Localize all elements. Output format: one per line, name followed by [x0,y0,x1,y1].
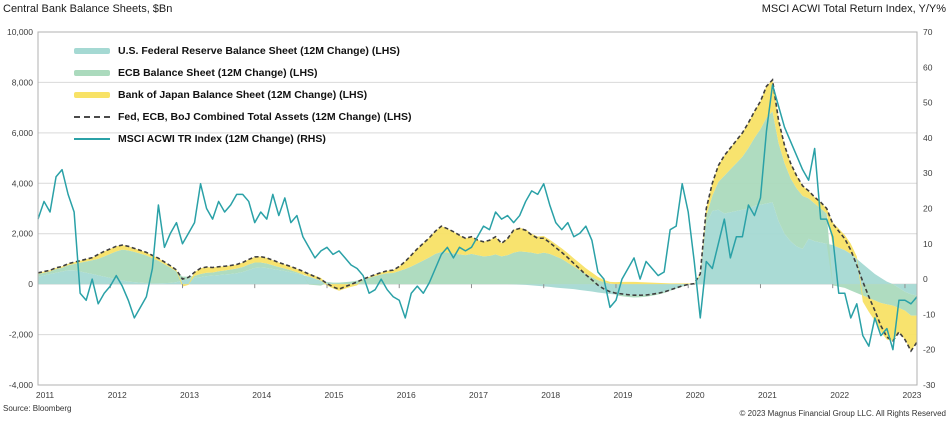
svg-text:60: 60 [923,62,933,72]
legend-label-msci: MSCI ACWI TR Index (12M Change) (RHS) [118,133,326,145]
area-ecb [38,111,917,316]
svg-text:-20: -20 [923,345,936,355]
left-axis-labels: 10,000 8,000 6,000 4,000 2,000 0 -2,000 -4,000 [7,27,33,390]
svg-text:30: 30 [923,168,933,178]
right-axis-title: MSCI ACWI Total Return Index, Y/Y% [761,3,946,15]
legend-label-ecb: ECB Balance Sheet (12M Change) (LHS) [118,67,318,79]
svg-text:0: 0 [923,274,928,284]
svg-text:2017: 2017 [469,390,488,400]
legend-swatch-ecb [74,70,110,76]
svg-text:-4,000: -4,000 [9,380,33,390]
legend-label-fed: U.S. Federal Reserve Balance Sheet (12M … [118,45,400,57]
svg-text:6,000: 6,000 [12,128,34,138]
svg-text:20: 20 [923,204,933,214]
area-fed [38,202,917,296]
source-note: Source: Bloomberg [3,404,72,413]
line-combined-total [37,78,918,353]
svg-text:70: 70 [923,27,933,37]
svg-text:2018: 2018 [541,390,560,400]
svg-text:-30: -30 [923,380,936,390]
svg-text:-10: -10 [923,309,936,319]
svg-text:50: 50 [923,98,933,108]
svg-text:2015: 2015 [325,390,344,400]
left-axis-title: Central Bank Balance Sheets, $Bn [3,3,173,15]
chart-legend: U.S. Federal Reserve Balance Sheet (12M … [74,40,411,150]
x-axis-labels: 2011 2012 2013 2014 2015 2016 2017 2018 2019 2020… [36,390,922,400]
legend-swatch-boj [74,92,110,98]
legend-item-combined: Fed, ECB, BoJ Combined Total Assets (12M… [74,106,411,128]
svg-text:2019: 2019 [614,390,633,400]
svg-text:2013: 2013 [180,390,199,400]
svg-text:2020: 2020 [686,390,705,400]
legend-label-combined: Fed, ECB, BoJ Combined Total Assets (12M… [118,111,412,123]
legend-item-ecb: ECB Balance Sheet (12M Change) (LHS) [74,62,411,84]
legend-swatch-fed [74,48,110,54]
svg-text:4,000: 4,000 [12,178,34,188]
stacked-areas [38,79,917,351]
line-msci-acwi [37,84,918,351]
svg-text:8,000: 8,000 [12,77,34,87]
svg-text:2012: 2012 [108,390,127,400]
svg-text:0: 0 [28,279,33,289]
svg-text:40: 40 [923,133,933,143]
svg-text:2021: 2021 [758,390,777,400]
svg-text:10,000: 10,000 [7,27,33,37]
legend-item-boj: Bank of Japan Balance Sheet (12M Change)… [74,84,411,106]
legend-item-fed: U.S. Federal Reserve Balance Sheet (12M … [74,40,411,62]
svg-text:2016: 2016 [397,390,416,400]
svg-text:2023: 2023 [902,390,921,400]
svg-text:2014: 2014 [252,390,271,400]
copyright-note: © 2023 Magnus Financial Group LLC. All R… [739,409,946,418]
svg-text:2022: 2022 [830,390,849,400]
legend-item-msci: MSCI ACWI TR Index (12M Change) (RHS) [74,128,411,150]
year-ticks [37,284,906,289]
legend-label-boj: Bank of Japan Balance Sheet (12M Change)… [118,89,368,101]
plot-border [37,31,918,386]
svg-text:-2,000: -2,000 [9,330,33,340]
legend-swatch-combined [74,116,110,118]
right-axis-labels: 70 60 50 40 30 20 10 0 -10 -20 -30 [923,27,936,390]
legend-swatch-msci [74,137,110,141]
svg-text:2,000: 2,000 [12,229,34,239]
svg-text:10: 10 [923,239,933,249]
svg-text:2011: 2011 [36,390,55,400]
